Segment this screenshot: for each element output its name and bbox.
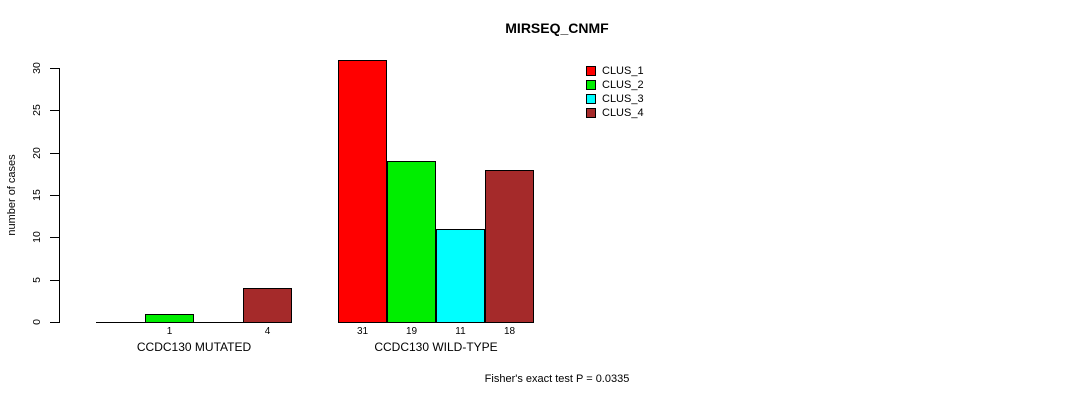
legend-swatch-clus1 (586, 66, 596, 76)
y-tick (50, 237, 59, 239)
fisher-test-annotation: Fisher's exact test P = 0.0335 (484, 373, 630, 385)
legend-item: CLUS_2 (586, 78, 644, 92)
y-axis-title: number of cases (6, 154, 18, 236)
y-tick (50, 195, 59, 196)
legend-label: CLUS_2 (602, 79, 644, 91)
bar-value-label: 18 (503, 326, 516, 337)
y-tick (50, 279, 59, 281)
bar-value-label: 1 (166, 326, 173, 337)
bar (145, 313, 194, 323)
y-tick-label: 30 (31, 62, 43, 74)
chart-title: MIRSEQ_CNMF (505, 20, 609, 36)
bar (387, 161, 436, 323)
legend-item: CLUS_4 (586, 106, 644, 120)
y-tick (50, 68, 59, 69)
legend-label: CLUS_3 (602, 93, 644, 105)
legend-item: CLUS_1 (586, 64, 644, 78)
y-tick-label: 20 (31, 146, 43, 159)
y-axis-line (59, 68, 60, 323)
legend-label: CLUS_1 (602, 65, 644, 77)
bar (436, 228, 485, 323)
y-tick (50, 152, 59, 154)
bar-value-label: 19 (405, 326, 418, 337)
bar-value-label: 31 (356, 326, 369, 337)
legend-item: CLUS_3 (586, 92, 644, 106)
x-baseline (96, 322, 292, 323)
group-label: CCDC130 WILD-TYPE (374, 340, 498, 354)
y-tick-label: 5 (31, 276, 43, 283)
y-tick (50, 322, 59, 323)
legend-swatch-clus2 (586, 80, 596, 90)
bar (243, 288, 292, 323)
bar-value-label: 4 (264, 326, 271, 337)
bar (338, 59, 387, 323)
legend-swatch-clus3 (586, 94, 596, 104)
legend: CLUS_1 CLUS_2 CLUS_3 CLUS_4 (586, 64, 644, 120)
bar (485, 169, 534, 323)
y-tick-label: 10 (31, 231, 43, 244)
y-tick-label: 25 (31, 104, 43, 117)
y-tick-label: 0 (31, 319, 43, 325)
y-tick-label: 15 (31, 189, 43, 201)
legend-label: CLUS_4 (602, 107, 644, 119)
y-tick (50, 110, 59, 112)
legend-swatch-clus4 (586, 108, 596, 118)
bar-value-label: 11 (455, 326, 466, 337)
group-label: CCDC130 MUTATED (136, 340, 252, 354)
